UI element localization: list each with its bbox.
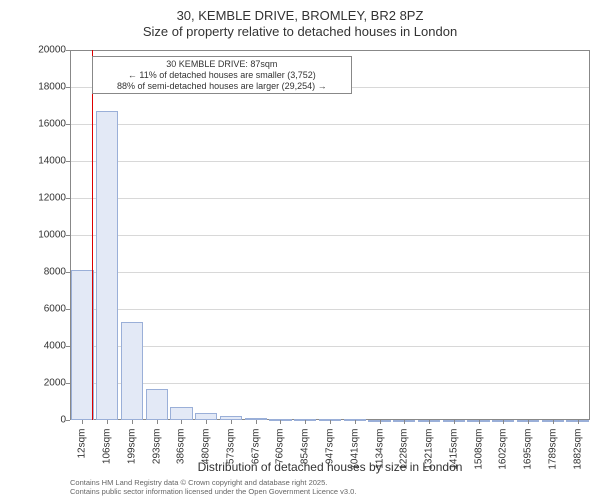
chart-container: 30, KEMBLE DRIVE, BROMLEY, BR2 8PZ Size … bbox=[0, 0, 600, 500]
x-axis-label: Distribution of detached houses by size … bbox=[70, 460, 590, 474]
footer-line1: Contains HM Land Registry data © Crown c… bbox=[70, 478, 590, 487]
y-tick-label: 6000 bbox=[44, 304, 66, 315]
y-tick-label: 8000 bbox=[44, 267, 66, 278]
footer-line2: Contains public sector information licen… bbox=[70, 487, 590, 496]
y-tick-label: 4000 bbox=[44, 341, 66, 352]
footer-attribution: Contains HM Land Registry data © Crown c… bbox=[70, 478, 590, 496]
y-tick-label: 16000 bbox=[38, 119, 66, 130]
y-tick-label: 2000 bbox=[44, 378, 66, 389]
y-tick-label: 12000 bbox=[38, 193, 66, 204]
histogram-bar bbox=[96, 111, 118, 420]
callout-line2: ← 11% of detached houses are smaller (3,… bbox=[97, 70, 347, 81]
chart-title-line1: 30, KEMBLE DRIVE, BROMLEY, BR2 8PZ bbox=[0, 8, 600, 23]
y-tick-label: 10000 bbox=[38, 230, 66, 241]
histogram-bar bbox=[195, 413, 217, 420]
chart-title-line2: Size of property relative to detached ho… bbox=[0, 24, 600, 39]
callout-line1: 30 KEMBLE DRIVE: 87sqm bbox=[97, 59, 347, 70]
y-tick-label: 18000 bbox=[38, 82, 66, 93]
callout-box: 30 KEMBLE DRIVE: 87sqm ← 11% of detached… bbox=[92, 56, 352, 94]
histogram-bar bbox=[170, 407, 192, 420]
callout-line3: 88% of semi-detached houses are larger (… bbox=[97, 81, 347, 92]
y-tick-label: 20000 bbox=[38, 45, 66, 56]
histogram-bar bbox=[71, 270, 93, 420]
y-tick-label: 14000 bbox=[38, 156, 66, 167]
histogram-bar bbox=[146, 389, 168, 420]
marker-line bbox=[92, 50, 93, 420]
histogram-bar bbox=[121, 322, 143, 420]
